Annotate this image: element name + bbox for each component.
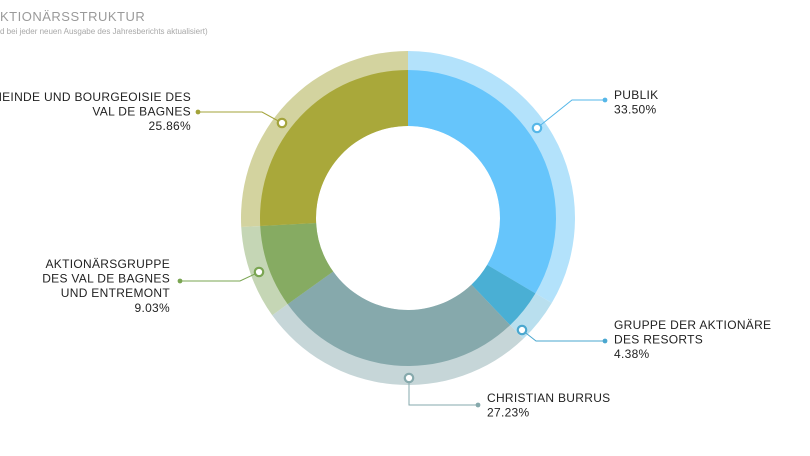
slice-label: PUBLIK [614, 88, 659, 102]
slice-label: CHRISTIAN BURRUS [487, 391, 610, 405]
slice-label: DES VAL DE BAGNES [42, 272, 170, 286]
connector-line [198, 111, 283, 124]
chart-title: KTIONÄRSSTRUKTUR [0, 9, 146, 24]
slice-inner-ring [471, 264, 536, 326]
connector-line [521, 329, 605, 342]
slice-marker [516, 324, 528, 336]
connector-dot [195, 109, 201, 115]
connector-dot [475, 402, 481, 408]
slice-marker [403, 372, 415, 384]
slice-label: EMEINDE UND BOURGEOISIE DES [0, 90, 191, 104]
slice-label: UND ENTREMONT [61, 286, 171, 300]
connector-line [180, 271, 260, 282]
slice-inner-ring [260, 222, 334, 305]
slice-inner-ring [408, 70, 556, 294]
slice-label: VAL DE BAGNES [92, 105, 191, 119]
connector-dot [177, 278, 183, 284]
slice-value-label: 4.38% [614, 347, 650, 361]
slice-marker [531, 122, 543, 134]
connector-line [536, 99, 605, 129]
slice-marker [276, 117, 288, 129]
slice-marker [253, 266, 265, 278]
slice-value-label: 33.50% [614, 103, 657, 117]
connector-dot [602, 97, 608, 103]
slice-label: AKTIONÄRSGRUPPE [45, 257, 170, 271]
slice-value-label: 27.23% [487, 406, 530, 420]
slice-label: DES RESORTS [614, 333, 703, 347]
chart-subtitle: d bei jeder neuen Ausgabe des Jahresberi… [0, 27, 208, 36]
slice-inner-ring [287, 271, 511, 366]
slice-label: GRUPPE DER AKTIONÄRE [614, 318, 771, 332]
slice-inner-ring [259, 70, 408, 226]
connector-line [408, 378, 478, 406]
connector-dot [602, 338, 608, 344]
slice-value-label: 25.86% [149, 119, 192, 133]
slice-value-label: 9.03% [134, 301, 170, 315]
